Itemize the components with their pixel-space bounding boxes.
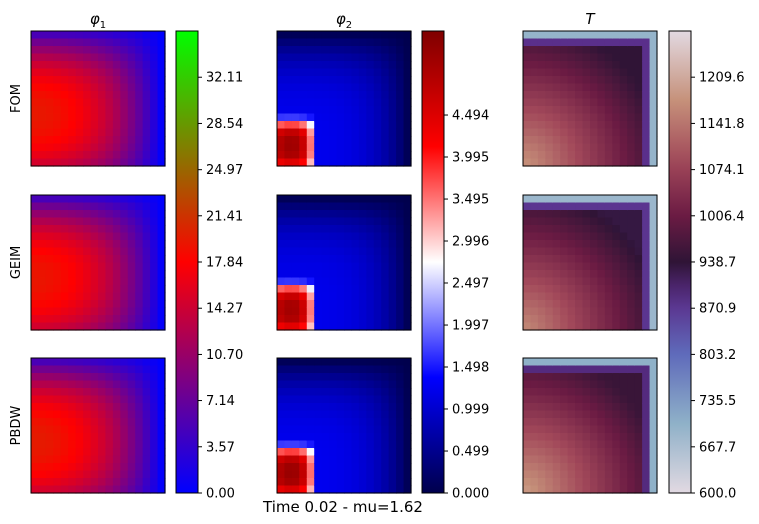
panel-frame (522, 194, 658, 331)
panel-frame (522, 30, 658, 167)
colorbar-tick-label: 938.7 (699, 255, 736, 270)
colorbar-tick-label: 667.7 (699, 440, 736, 455)
colorbar-tick-label: 17.84 (206, 256, 243, 271)
colorbar-tick-label: 4.494 (452, 109, 489, 124)
colorbar-tick-label: 0.00 (206, 487, 235, 502)
panel-phi2-pbdw (276, 357, 412, 494)
colorbar-tick-label: 28.54 (206, 117, 243, 132)
panel-phi1-pbdw (30, 357, 166, 494)
colorbar-tick-label: 3.995 (452, 150, 489, 165)
colorbar-phi1: 0.00 3.57 7.14 10.70 14.27 17.84 21.41 24.97 28.… (175, 30, 243, 502)
colorbar-tick-label: 1.498 (452, 361, 489, 376)
colorbar-tick-label: 32.11 (206, 71, 243, 86)
colorbar-tick-label: 24.97 (206, 163, 243, 178)
panel-frame (30, 30, 166, 167)
colorbar-tick-label: 14.27 (206, 302, 243, 317)
colorbar-tick-label: 870.9 (699, 302, 736, 317)
colorbar-tick-label: 0.000 (452, 487, 489, 502)
panel-T-fom (522, 30, 658, 167)
panel-frame (30, 194, 166, 331)
column-title-T: T (585, 10, 596, 28)
colorbar-tick-label: 21.41 (206, 209, 243, 224)
colorbar-tick-label: 1209.6 (699, 71, 745, 86)
column-title-phi1: φ1 (90, 10, 106, 31)
colorbar-tick-label: 803.2 (699, 348, 736, 363)
colorbar-tick-label: 1.997 (452, 319, 489, 334)
colorbar-tick-label: 1074.1 (699, 163, 745, 178)
panel-T-geim (522, 194, 658, 331)
panel-phi1-geim (30, 194, 166, 331)
colorbar-tick-label: 7.14 (206, 394, 235, 409)
colorbar-tick-label: 2.497 (452, 276, 489, 291)
colorbar-tick-label: 1006.4 (699, 209, 745, 224)
colorbar-T: 600.0 667.7 735.5 803.2 870.9 938.7 1006.4 1074… (668, 30, 745, 502)
panel-frame (276, 30, 412, 167)
row-label-pbdw: PBDW (9, 406, 24, 446)
colorbar-tick-label: 0.499 (452, 445, 489, 460)
panel-T-pbdw (522, 357, 658, 494)
colorbar-tick-label: 0.999 (452, 402, 489, 417)
colorbar-phi2: 0.000 0.499 0.999 1.498 1.997 2.497 2.996 3.495… (421, 30, 489, 502)
colorbar-tick-label: 735.5 (699, 394, 736, 409)
panel-frame (30, 357, 166, 494)
footer-caption: Time 0.02 - mu=1.62 (262, 498, 423, 516)
panel-phi1-fom (30, 30, 166, 167)
colorbar-tick-label: 2.996 (452, 235, 489, 250)
colorbar-tick-label: 3.57 (206, 440, 235, 455)
colorbar-tick-label: 3.495 (452, 193, 489, 208)
panel-frame (276, 357, 412, 494)
colorbar-tick-label: 1141.8 (699, 117, 745, 132)
colorbar-tick-label: 10.70 (206, 348, 243, 363)
row-label-fom: FOM (9, 84, 24, 113)
panel-phi2-geim (276, 194, 412, 331)
colorbar-tick-label: 600.0 (699, 487, 736, 502)
column-title-phi2: φ2 (336, 10, 352, 31)
row-label-geim: GEIM (9, 246, 24, 279)
panel-frame (522, 357, 658, 494)
panel-phi2-fom (276, 30, 412, 167)
panel-frame (276, 194, 412, 331)
